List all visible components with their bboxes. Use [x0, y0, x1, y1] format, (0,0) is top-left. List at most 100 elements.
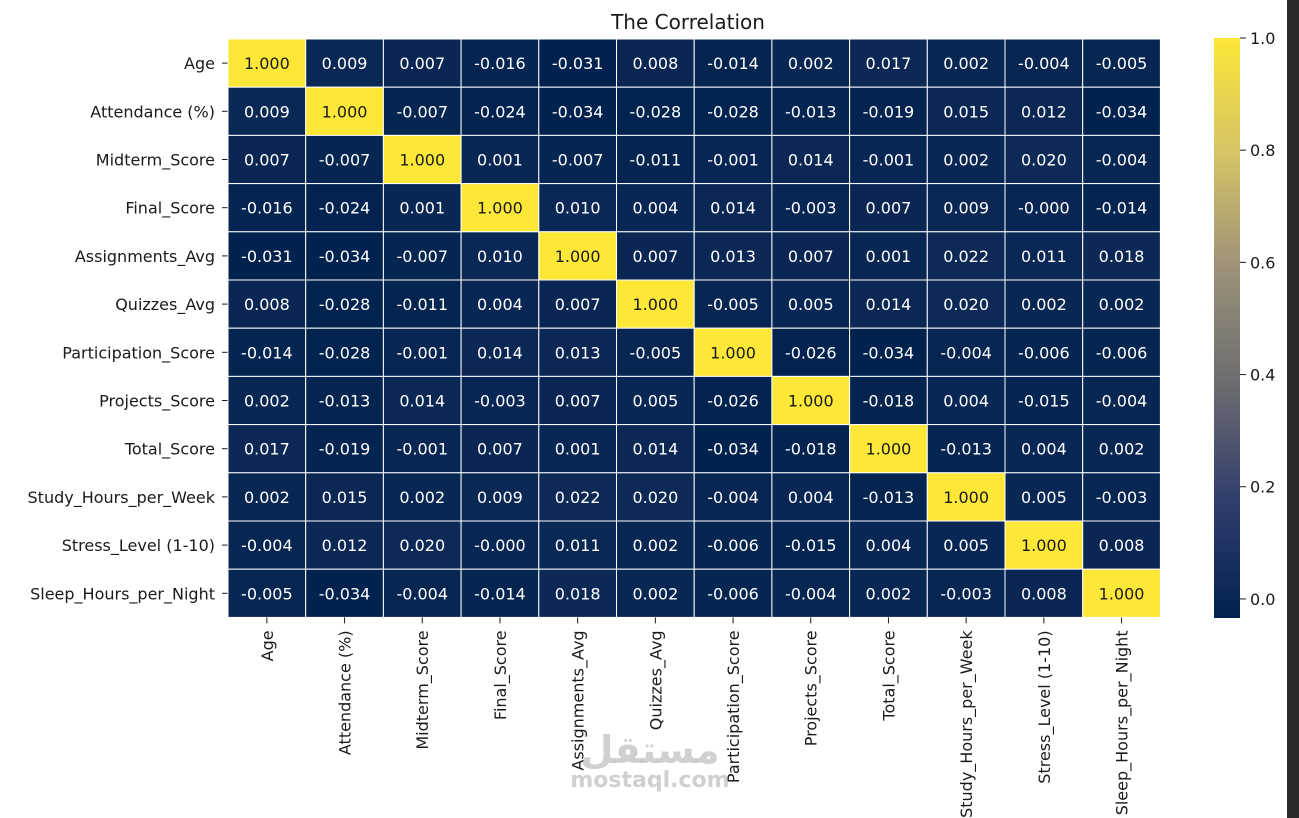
cell-value-label: -0.004	[707, 488, 759, 507]
heatmap-cell	[849, 183, 928, 233]
heatmap-cell	[382, 424, 462, 474]
heatmap-cell	[693, 520, 773, 570]
row-label: Attendance (%)	[90, 102, 215, 121]
cell-value-label: -0.001	[396, 343, 448, 362]
cell-value-label: -0.007	[319, 151, 371, 170]
cell-value-label: 0.007	[788, 247, 834, 266]
heatmap-cell	[1082, 568, 1161, 618]
cell-value-label: 0.014	[710, 199, 756, 218]
cell-value-label: -0.001	[396, 440, 448, 459]
cell-value-label: 0.002	[788, 54, 834, 73]
cell-value-label: 0.004	[632, 199, 678, 218]
column-label: Projects_Score	[802, 630, 822, 746]
cell-value-label: -0.003	[474, 392, 526, 411]
heatmap-cell	[1004, 38, 1084, 88]
cell-value-label: 1.000	[943, 488, 989, 507]
cell-value-label: 0.002	[632, 584, 678, 603]
heatmap-cell	[616, 183, 695, 233]
heatmap-cell	[1082, 520, 1161, 570]
cell-value-label: 0.014	[399, 392, 445, 411]
heatmap-cell	[382, 375, 462, 426]
cell-value-label: -0.019	[863, 102, 915, 121]
cell-value-label: -0.003	[785, 199, 837, 218]
heatmap-cell	[926, 86, 1006, 136]
heatmap-cell	[849, 327, 928, 377]
heatmap-cell	[616, 279, 695, 329]
column-label: Total_Score	[879, 630, 899, 721]
heatmap-cell	[1004, 231, 1084, 281]
row-label: Projects_Score	[99, 392, 215, 412]
heatmap-cell	[771, 279, 851, 329]
column-label: Final_Score	[491, 630, 511, 720]
heatmap-cell	[849, 134, 928, 185]
heatmap-cell	[305, 568, 384, 618]
cell-value-label: -0.003	[940, 584, 992, 603]
cell-value-label: 0.011	[1021, 247, 1067, 266]
cell-value-label: -0.000	[1018, 199, 1070, 218]
heatmap-cell	[849, 279, 928, 329]
heatmap-cell	[616, 520, 695, 570]
cell-value-label: 0.013	[710, 247, 756, 266]
cell-value-label: 0.002	[1099, 440, 1145, 459]
heatmap-cells: 1.000 0.009 0.007 -0.016 -0.031 0.008 -0.014 0.…	[227, 38, 1161, 618]
heatmap-cell	[926, 279, 1006, 329]
cell-value-label: 0.017	[244, 440, 290, 459]
cell-value-label: 0.022	[943, 247, 989, 266]
heatmap-cell	[460, 38, 540, 88]
heatmap-cell	[616, 472, 695, 522]
row-labels: Age Attendance (%) Midterm_Score Final_Scor…	[28, 54, 228, 604]
cell-value-label: -0.005	[241, 584, 293, 603]
heatmap-cell	[538, 375, 617, 426]
cell-value-label: -0.014	[707, 54, 759, 73]
cell-value-label: 0.007	[555, 392, 601, 411]
cell-value-label: -0.028	[707, 102, 759, 121]
column-label: Study_Hours_per_Week	[957, 630, 977, 818]
cell-value-label: -0.024	[474, 102, 526, 121]
cell-value-label: 0.013	[555, 343, 601, 362]
window-edge	[1287, 0, 1299, 818]
heatmap-cell	[538, 568, 617, 618]
heatmap-cell	[1004, 520, 1084, 570]
cell-value-label: -0.016	[241, 199, 293, 218]
heatmap-cell	[382, 231, 462, 281]
heatmap-cell	[1082, 279, 1161, 329]
colorbar-gradient	[1214, 38, 1240, 618]
heatmap-cell	[926, 183, 1006, 233]
heatmap-cell	[926, 424, 1006, 474]
cell-value-label: -0.001	[707, 151, 759, 170]
cell-value-label: -0.014	[241, 343, 293, 362]
cell-value-label: 1.000	[555, 247, 601, 266]
heatmap-cell	[1004, 327, 1084, 377]
cell-value-label: 1.000	[632, 295, 678, 314]
heatmap-cell	[305, 472, 384, 522]
heatmap-cell	[227, 279, 307, 329]
cell-value-label: -0.031	[552, 54, 604, 73]
cell-value-label: -0.004	[396, 584, 448, 603]
heatmap-cell	[305, 38, 384, 88]
cell-value-label: 0.018	[1099, 247, 1145, 266]
cell-value-label: 0.009	[244, 102, 290, 121]
heatmap-cell	[1082, 424, 1161, 474]
cell-value-label: -0.013	[785, 102, 837, 121]
cell-value-label: 0.002	[632, 536, 678, 555]
cell-value-label: 0.014	[632, 440, 678, 459]
colorbar-tick-label: 0.6	[1250, 253, 1275, 272]
colorbar: 0.0 0.2 0.4 0.6 0.8 1.0	[1214, 29, 1275, 618]
cell-value-label: 0.002	[1021, 295, 1067, 314]
cell-value-label: 0.008	[1021, 584, 1067, 603]
heatmap-cell	[849, 520, 928, 570]
heatmap-cell	[693, 279, 773, 329]
heatmap-cell	[1082, 38, 1161, 88]
row-label: Assignments_Avg	[75, 247, 215, 267]
cell-value-label: -0.001	[863, 151, 915, 170]
heatmap-cell	[771, 86, 851, 136]
cell-value-label: -0.007	[552, 151, 604, 170]
cell-value-label: 0.018	[555, 584, 601, 603]
cell-value-label: -0.024	[319, 199, 371, 218]
cell-value-label: -0.013	[319, 392, 371, 411]
heatmap-cell	[693, 568, 773, 618]
cell-value-label: -0.013	[863, 488, 915, 507]
row-label: Final_Score	[125, 199, 215, 219]
cell-value-label: 0.001	[866, 247, 912, 266]
cell-value-label: -0.004	[241, 536, 293, 555]
